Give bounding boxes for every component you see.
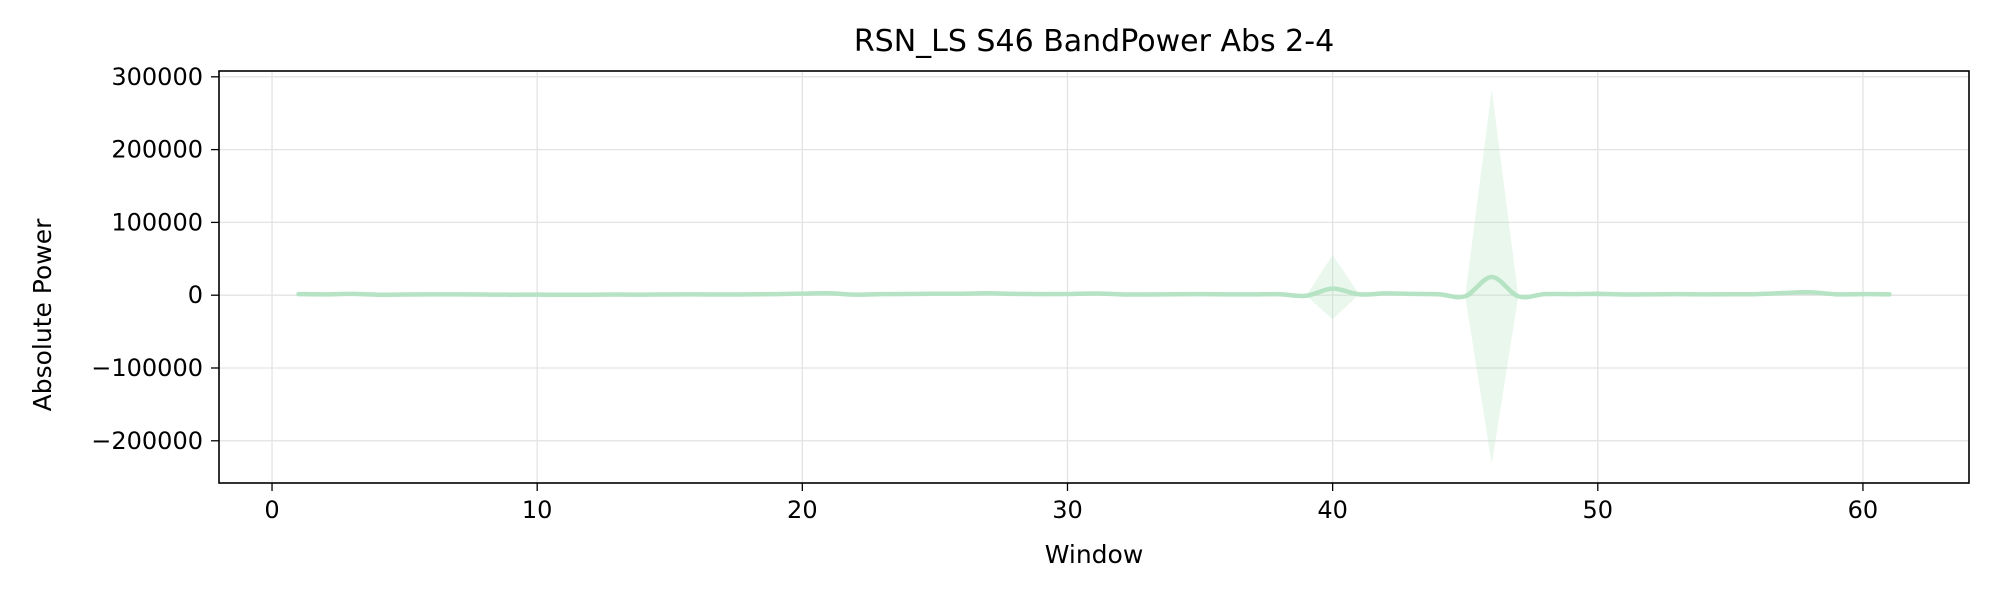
x-axis-label: Window — [1045, 540, 1144, 569]
x-tick-label: 0 — [264, 496, 279, 524]
series-line-layer — [296, 274, 1892, 300]
x-tick-label: 40 — [1317, 496, 1348, 524]
y-tick-label: 200000 — [111, 136, 203, 164]
y-tick-label: 300000 — [111, 63, 203, 91]
series-line — [296, 274, 1892, 300]
confidence-band — [298, 89, 1890, 465]
confidence-band-area — [298, 89, 1890, 465]
y-tick-label: −200000 — [91, 427, 203, 455]
x-tick-label: 60 — [1848, 496, 1879, 524]
chart-title: RSN_LS S46 BandPower Abs 2-4 — [854, 24, 1334, 59]
x-tick-label: 20 — [787, 496, 818, 524]
x-tick-label: 30 — [1052, 496, 1083, 524]
y-tick-label: −100000 — [91, 354, 203, 382]
y-axis-ticks: −200000 −100000 0 100000 200000 300000 — [91, 63, 219, 455]
y-tick-label: 100000 — [111, 208, 203, 236]
x-axis-ticks: 0 10 20 30 40 50 60 — [264, 483, 1878, 524]
grid — [219, 71, 1969, 483]
x-tick-label: 10 — [522, 496, 553, 524]
y-axis-label: Absolute Power — [28, 218, 57, 412]
x-tick-label: 50 — [1583, 496, 1614, 524]
y-tick-label: 0 — [188, 281, 203, 309]
plot-frame — [218, 70, 1970, 484]
